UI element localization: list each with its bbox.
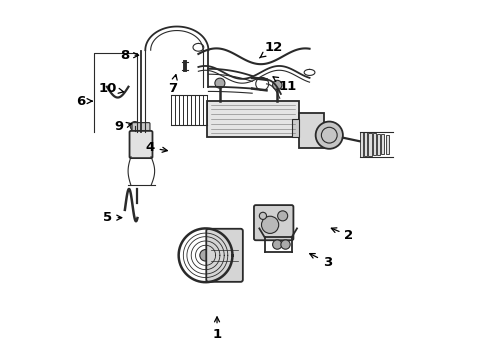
Circle shape	[262, 216, 279, 233]
FancyBboxPatch shape	[373, 133, 376, 155]
Circle shape	[259, 212, 267, 220]
FancyBboxPatch shape	[386, 135, 389, 154]
FancyBboxPatch shape	[299, 113, 324, 148]
Circle shape	[278, 211, 288, 221]
Text: 3: 3	[310, 253, 332, 269]
FancyBboxPatch shape	[368, 132, 371, 156]
Text: 4: 4	[146, 141, 168, 154]
Text: 1: 1	[213, 317, 221, 341]
FancyBboxPatch shape	[364, 132, 368, 156]
FancyBboxPatch shape	[360, 132, 363, 157]
FancyBboxPatch shape	[207, 101, 299, 137]
Text: 6: 6	[76, 95, 92, 108]
Circle shape	[130, 122, 140, 131]
Text: 5: 5	[103, 211, 122, 224]
Text: 9: 9	[114, 121, 132, 134]
FancyBboxPatch shape	[381, 134, 385, 154]
Circle shape	[281, 240, 290, 249]
FancyBboxPatch shape	[132, 123, 150, 134]
Text: 12: 12	[260, 41, 283, 58]
Circle shape	[316, 122, 343, 149]
Text: 11: 11	[273, 77, 297, 93]
FancyBboxPatch shape	[254, 205, 294, 240]
FancyBboxPatch shape	[129, 131, 152, 158]
Text: 2: 2	[331, 228, 354, 242]
Circle shape	[215, 78, 225, 88]
FancyBboxPatch shape	[206, 229, 243, 282]
Text: 10: 10	[99, 82, 123, 95]
Circle shape	[272, 80, 282, 90]
Text: 7: 7	[168, 75, 177, 95]
FancyBboxPatch shape	[292, 119, 299, 137]
Circle shape	[200, 249, 211, 261]
Circle shape	[272, 240, 282, 249]
Text: 8: 8	[120, 49, 139, 62]
FancyBboxPatch shape	[377, 134, 380, 155]
